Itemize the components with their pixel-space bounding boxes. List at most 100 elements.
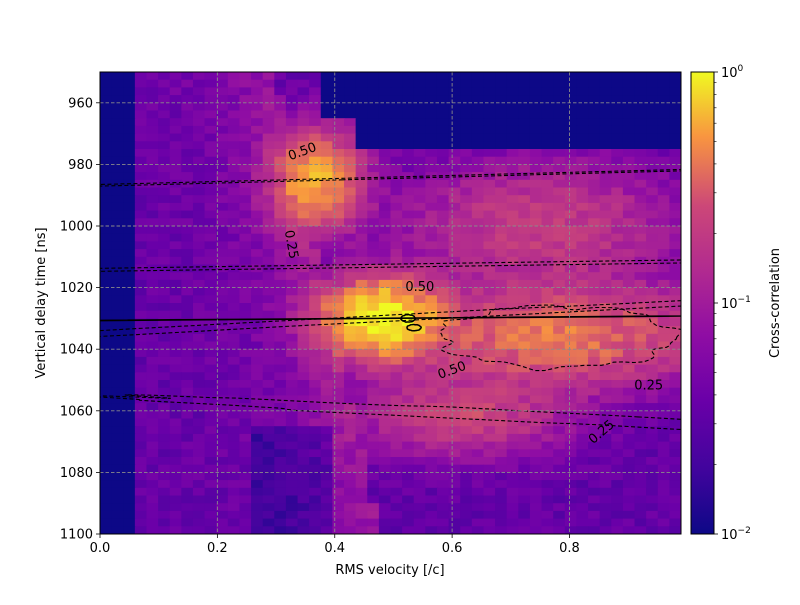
heatmap-cell (390, 526, 403, 534)
heatmap-cell (390, 141, 403, 150)
heatmap-cell (553, 287, 566, 296)
heatmap-cell (390, 187, 403, 196)
heatmap-cell (541, 364, 554, 373)
heatmap-cell (622, 118, 636, 127)
heatmap-cell (541, 102, 554, 112)
heatmap-cell (204, 95, 217, 104)
heatmap-cell (541, 341, 554, 350)
heatmap-cell (285, 164, 299, 173)
heatmap-cell (146, 118, 159, 127)
heatmap-cell (425, 210, 438, 219)
heatmap-cell (320, 318, 333, 327)
heatmap-cell (123, 449, 136, 458)
heatmap-cell (146, 310, 159, 319)
heatmap-cell (320, 510, 333, 520)
heatmap-cell (611, 426, 624, 435)
heatmap-cell (541, 279, 554, 289)
heatmap-cell (332, 233, 345, 242)
heatmap-cell (634, 133, 647, 142)
heatmap-cell (646, 156, 659, 165)
heatmap-cell (274, 164, 287, 173)
heatmap-cell (576, 141, 589, 150)
heatmap-cell (274, 356, 287, 366)
heatmap-cell (320, 249, 333, 258)
heatmap-cell (425, 179, 438, 189)
heatmap-cell (506, 341, 519, 350)
heatmap-cell (297, 326, 310, 335)
heatmap-cell (204, 202, 217, 212)
heatmap-cell (506, 441, 519, 450)
heatmap-cell (285, 295, 299, 304)
heatmap-cell (332, 318, 345, 327)
heatmap-cell (483, 372, 496, 381)
heatmap-cell (251, 349, 264, 358)
heatmap-cell (588, 272, 601, 281)
heatmap-cell (669, 279, 681, 289)
heatmap-cell (436, 495, 450, 504)
heatmap-cell (390, 503, 403, 512)
heatmap-cell (669, 210, 681, 219)
heatmap-cell (274, 226, 287, 235)
heatmap-cell (169, 364, 182, 373)
heatmap-cell (390, 487, 403, 497)
heatmap-cell (100, 218, 113, 227)
heatmap-cell (192, 526, 206, 534)
contour-label: 0.50 (405, 280, 434, 295)
heatmap-cell (262, 195, 275, 204)
heatmap-cell (448, 279, 461, 289)
heatmap-cell (285, 364, 299, 373)
heatmap-cell (123, 356, 136, 366)
heatmap-cell (239, 95, 252, 104)
heatmap-cell (471, 457, 485, 466)
heatmap-cell (390, 387, 403, 396)
heatmap-cell (297, 95, 310, 104)
heatmap-cell (483, 272, 496, 281)
heatmap-cell (425, 356, 438, 366)
heatmap-cell (646, 187, 659, 196)
heatmap-cell (460, 356, 473, 366)
heatmap-cell (344, 326, 357, 335)
heatmap-cell (611, 179, 624, 189)
heatmap-cell (367, 433, 380, 443)
heatmap-cell (123, 164, 136, 173)
heatmap-cell (553, 403, 566, 412)
heatmap-cell (448, 418, 461, 427)
heatmap-cell (146, 380, 159, 389)
heatmap-cell (367, 503, 380, 512)
heatmap-cell (657, 226, 670, 235)
heatmap-cell (204, 125, 217, 135)
heatmap-cell (158, 226, 171, 235)
heatmap-cell (134, 172, 148, 181)
heatmap-cell (529, 87, 543, 96)
heatmap-cell (309, 210, 322, 219)
heatmap-cell (588, 156, 601, 165)
heatmap-cell (634, 72, 647, 81)
heatmap-cell (251, 441, 264, 450)
heatmap-cell (413, 518, 426, 527)
heatmap-cell (251, 164, 264, 173)
heatmap-cell (564, 410, 578, 420)
heatmap-cell (599, 264, 612, 273)
heatmap-cell (367, 233, 380, 242)
heatmap-cell (239, 210, 252, 219)
heatmap-cell (483, 457, 496, 466)
heatmap-cell (181, 149, 194, 158)
heatmap-cell (262, 218, 275, 227)
heatmap-cell (553, 172, 566, 181)
heatmap-cell (227, 341, 241, 350)
heatmap-cell (529, 433, 543, 443)
heatmap-cell (204, 272, 217, 281)
heatmap-cell (332, 164, 345, 173)
heatmap-cell (158, 426, 171, 435)
heatmap-cell (262, 310, 275, 319)
heatmap-cell (657, 518, 670, 527)
heatmap-cell (471, 480, 485, 489)
heatmap-cell (622, 195, 636, 204)
heatmap-cell (262, 487, 275, 497)
heatmap-cell (529, 449, 543, 458)
heatmap-cell (599, 279, 612, 289)
heatmap-cell (471, 441, 485, 450)
heatmap-cell (344, 149, 357, 158)
heatmap-cell (297, 349, 310, 358)
